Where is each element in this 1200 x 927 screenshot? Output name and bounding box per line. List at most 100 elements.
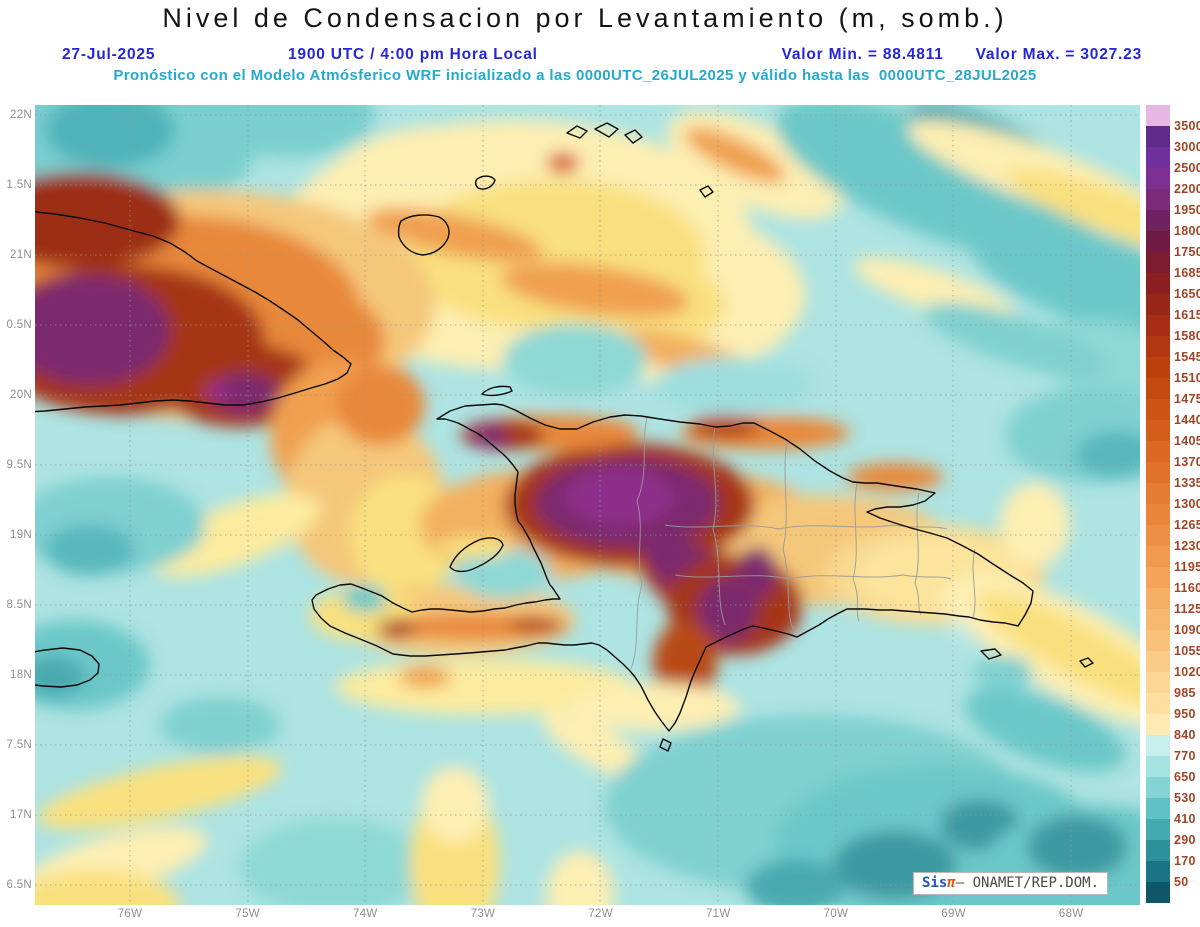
colorbar-tick-label: 1055 (1174, 644, 1200, 658)
lat-tick-label: 9.5N (6, 459, 32, 471)
colorbar-swatch (1146, 525, 1170, 546)
lat-tick-label: 0.5N (6, 319, 32, 331)
colorbar-swatch (1146, 378, 1170, 399)
lat-tick-label: 21N (10, 249, 32, 261)
colorbar-tick-label: 840 (1174, 728, 1196, 742)
colorbar-swatch (1146, 630, 1170, 651)
colorbar-tick-label: 1195 (1174, 560, 1200, 574)
colorbar-tick-label: 650 (1174, 770, 1196, 784)
lon-tick-label: 69W (941, 908, 966, 920)
colorbar-tick-label: 1650 (1174, 287, 1200, 301)
colorbar-tick-label: 1510 (1174, 371, 1200, 385)
colorbar-tick-label: 950 (1174, 707, 1196, 721)
colorbar-swatch (1146, 126, 1170, 147)
colorbar-swatch (1146, 588, 1170, 609)
colorbar-tick-label: 1615 (1174, 308, 1200, 322)
colorbar-tick-label: 1300 (1174, 497, 1200, 511)
colorbar-tick-label: 170 (1174, 854, 1196, 868)
colorbar-swatch (1146, 546, 1170, 567)
sispi-logo-text: Sis (922, 875, 948, 891)
admin-boundaries (630, 416, 976, 670)
colorbar-swatch (1146, 609, 1170, 630)
lat-tick-label: 22N (10, 109, 32, 121)
colorbar-swatch (1146, 399, 1170, 420)
lat-tick-label: 19N (10, 529, 32, 541)
lon-tick-label: 75W (235, 908, 260, 920)
colorbar-swatch (1146, 189, 1170, 210)
colorbar-swatch (1146, 819, 1170, 840)
forecast-date: 27-Jul-2025 (62, 46, 156, 63)
colorbar-swatch (1146, 756, 1170, 777)
colorbar-swatch (1146, 357, 1170, 378)
colorbar-tick-label: 1545 (1174, 350, 1200, 364)
watermark-org: – ONAMET/REP.DOM. (955, 875, 1100, 891)
model-info-line: Pronóstico con el Modelo Atmósferico WRF… (113, 67, 1037, 84)
sispi-logo-pi: π (947, 875, 956, 891)
colorbar-swatch (1146, 210, 1170, 231)
colorbar-swatch (1146, 693, 1170, 714)
colorbar-tick-label: 1020 (1174, 665, 1200, 679)
colorbar-swatch (1146, 105, 1170, 126)
colorbar-tick-label: 1440 (1174, 413, 1200, 427)
lat-tick-label: 20N (10, 389, 32, 401)
colorbar-tick-label: 3000 (1174, 140, 1200, 154)
colorbar-tick-label: 1750 (1174, 245, 1200, 259)
value-max: Valor Max. = 3027.23 (975, 46, 1142, 63)
colorbar-tick-label: 770 (1174, 749, 1196, 763)
colorbar-swatch (1146, 840, 1170, 861)
colorbar-tick-label: 1580 (1174, 329, 1200, 343)
colorbar-swatch (1146, 777, 1170, 798)
colorbar-swatch (1146, 798, 1170, 819)
colorbar-swatch (1146, 504, 1170, 525)
colorbar-tick-label: 1405 (1174, 434, 1200, 448)
colorbar-tick-label: 1950 (1174, 203, 1200, 217)
coastlines (35, 122, 1094, 752)
colorbar-tick-label: 1265 (1174, 518, 1200, 532)
lon-tick-label: 73W (470, 908, 496, 920)
watermark-badge: Sisπ– ONAMET/REP.DOM. (913, 872, 1109, 895)
colorbar-swatch (1146, 441, 1170, 462)
colorbar-tick-label: 1125 (1174, 602, 1200, 616)
colorbar-swatch (1146, 231, 1170, 252)
lat-tick-label: 8.5N (6, 599, 32, 611)
lon-tick-label: 68W (1058, 908, 1084, 920)
lat-tick-label: 1.5N (6, 179, 32, 191)
colorbar-swatch (1146, 336, 1170, 357)
colorbar-tick-label: 1230 (1174, 539, 1200, 553)
colorbar-tick-label: 3500 (1174, 119, 1200, 133)
colorbar-swatch (1146, 420, 1170, 441)
lat-tick-label: 7.5N (6, 739, 32, 751)
colorbar (1146, 105, 1170, 903)
colorbar-swatch (1146, 672, 1170, 693)
colorbar-tick-label: 1090 (1174, 623, 1200, 637)
colorbar-swatch (1146, 273, 1170, 294)
colorbar-swatch (1146, 861, 1170, 882)
lon-tick-label: 71W (705, 908, 731, 920)
colorbar-swatch (1146, 714, 1170, 735)
lat-tick-label: 17N (10, 809, 32, 821)
colorbar-swatch (1146, 651, 1170, 672)
grid-lines (35, 105, 1140, 905)
forecast-valid-time: 1900 UTC / 4:00 pm Hora Local (288, 46, 538, 63)
colorbar-swatch (1146, 168, 1170, 189)
map-canvas (35, 105, 1140, 905)
minmax-values: Valor Min. = 88.4811 Valor Max. = 3027.2… (782, 46, 1142, 64)
colorbar-tick-label: 530 (1174, 791, 1196, 805)
colorbar-tick-label: 1370 (1174, 455, 1200, 469)
colorbar-swatch (1146, 315, 1170, 336)
colorbar-swatch (1146, 735, 1170, 756)
colorbar-swatch (1146, 567, 1170, 588)
colorbar-tick-label: 985 (1174, 686, 1196, 700)
colorbar-swatch (1146, 252, 1170, 273)
colorbar-swatch (1146, 462, 1170, 483)
lon-tick-label: 70W (823, 908, 849, 920)
colorbar-tick-label: 50 (1174, 875, 1189, 889)
value-min: Valor Min. = 88.4811 (781, 46, 944, 63)
lat-tick-label: 18N (10, 669, 32, 681)
colorbar-tick-label: 290 (1174, 833, 1196, 847)
page-title: Nivel de Condensacion por Levantamiento … (162, 3, 1008, 33)
lon-tick-label: 76W (117, 908, 143, 920)
colorbar-tick-label: 410 (1174, 812, 1196, 826)
colorbar-labels: 3500 3000 2500 2200 1950 1800 1750 1685 1650 1615… (1146, 105, 1200, 903)
colorbar-tick-label: 1160 (1174, 581, 1200, 595)
